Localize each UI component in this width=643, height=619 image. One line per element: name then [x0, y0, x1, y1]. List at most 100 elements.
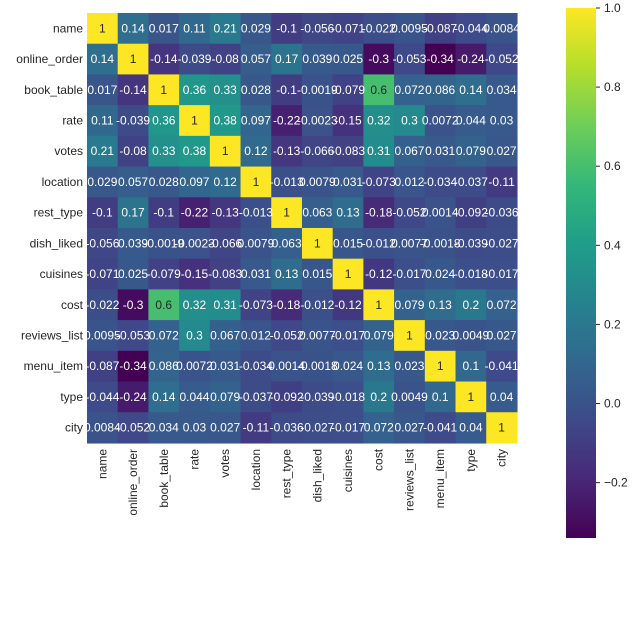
cell-annotation: 0.034: [149, 421, 179, 435]
heatmap-cell: [301, 105, 334, 137]
heatmap-cell: [486, 13, 518, 45]
y-tick-label: votes: [54, 144, 83, 158]
cell-annotation: -0.15: [181, 267, 209, 281]
heatmap-cell: [117, 166, 150, 198]
x-tick-label: online_order: [126, 449, 140, 516]
heatmap-cell: [424, 166, 457, 198]
cell-annotation: -0.079: [147, 267, 181, 281]
cell-annotation: -0.053: [392, 52, 426, 66]
cell-annotation: -0.14: [119, 83, 147, 97]
cell-annotation: -0.18: [273, 298, 301, 312]
cell-annotation: 0.14: [91, 52, 115, 66]
cell-annotation: -0.052: [116, 421, 150, 435]
heatmap-cell: [424, 350, 457, 383]
cell-annotation: 0.027: [210, 421, 240, 435]
cell-annotation: 0.17: [275, 52, 299, 66]
cell-annotation: -0.041: [485, 359, 519, 373]
y-tick-label: rest_type: [34, 206, 84, 220]
heatmap-cell: [394, 320, 426, 352]
cell-annotation: -0.083: [331, 144, 365, 158]
heatmap-cell: [301, 43, 334, 76]
cell-annotation: 1: [498, 421, 505, 435]
x-tick-label: city: [495, 449, 509, 467]
heatmap-cell: [455, 105, 487, 137]
cell-annotation: 0.086: [425, 83, 455, 97]
cell-annotation: -0.079: [331, 83, 365, 97]
cell-annotation: 0.04: [459, 421, 483, 435]
cell-annotation: 0.072: [149, 328, 179, 342]
heatmap-cell: [209, 412, 242, 444]
heatmap-cell: [394, 105, 426, 137]
cell-annotation: -0.034: [239, 359, 273, 373]
cell-annotation: 0.034: [487, 83, 517, 97]
cell-annotation: -0.3: [368, 52, 389, 66]
cell-annotation: -0.24: [119, 390, 147, 404]
x-tick-label: cost: [372, 448, 386, 471]
heatmap-cell: [486, 320, 518, 352]
cell-annotation: -0.0018: [420, 236, 461, 250]
heatmap-cell: [486, 43, 518, 76]
cell-annotation: 0.063: [302, 206, 332, 220]
colorbar-tick-label: 0.2: [604, 317, 621, 331]
cell-annotation: -0.12: [365, 267, 393, 281]
heatmap-cell: [332, 13, 364, 45]
cell-annotation: -0.034: [423, 175, 457, 189]
cell-annotation: 0.044: [456, 113, 486, 127]
heatmap-cell: [394, 258, 426, 290]
cell-annotation: 0.057: [241, 52, 271, 66]
cell-annotation: 0.0014: [422, 206, 459, 220]
heatmap-cell: [301, 412, 334, 444]
heatmap-cell: [179, 135, 211, 168]
heatmap-cell: [455, 74, 487, 106]
x-tick-label: book_table: [157, 449, 171, 508]
heatmap-cell: [148, 197, 180, 229]
heatmap-cell: [486, 381, 518, 413]
cell-annotation: -0.022: [362, 21, 396, 35]
cell-annotation: 0.13: [275, 267, 299, 281]
heatmap-cell: [394, 166, 426, 198]
heatmap-cell: [117, 227, 150, 260]
heatmap-cell: [271, 43, 303, 76]
heatmap-cell: [332, 350, 364, 383]
heatmap-cell: [424, 13, 457, 45]
cell-annotation: -0.039: [300, 390, 334, 404]
cell-annotation: 0.33: [152, 144, 176, 158]
heatmap-cell: [240, 105, 272, 137]
cell-annotation: -0.1: [276, 83, 297, 97]
cell-annotation: 0.079: [456, 144, 486, 158]
cell-annotation: 0.13: [336, 206, 360, 220]
cell-annotation: -0.039: [177, 52, 211, 66]
cell-annotation: 0.079: [394, 298, 424, 312]
heatmap-cell: [117, 381, 150, 413]
heatmap-cell: [363, 381, 395, 413]
heatmap-cell: [209, 197, 242, 229]
cell-annotation: 0.32: [367, 113, 391, 127]
cell-annotation: 1: [406, 328, 413, 342]
cell-annotation: -0.0019: [143, 236, 184, 250]
heatmap-cell: [455, 13, 487, 45]
cell-annotation: -0.052: [270, 328, 304, 342]
cell-annotation: 0.33: [214, 83, 238, 97]
heatmap-cell: [486, 258, 518, 290]
cell-annotation: 1: [437, 359, 444, 373]
cell-annotation: 0.0084: [483, 21, 520, 35]
cell-annotation: 0.32: [183, 298, 207, 312]
cell-annotation: 0.38: [214, 113, 238, 127]
heatmap-cell: [240, 74, 272, 106]
cell-annotation: 0.031: [241, 267, 271, 281]
cell-annotation: 0.13: [367, 359, 391, 373]
cell-annotation: -0.13: [273, 144, 301, 158]
heatmap-cell: [209, 166, 242, 198]
cell-annotation: -0.092: [270, 390, 304, 404]
cell-annotation: 0.0079: [299, 175, 336, 189]
cell-annotation: 0.067: [394, 144, 424, 158]
heatmap-cell: [394, 13, 426, 45]
cell-annotation: 0.039: [302, 52, 332, 66]
heatmap-cell: [424, 197, 457, 229]
heatmap-cell: [301, 381, 334, 413]
heatmap-cell: [87, 166, 119, 198]
cell-annotation: -0.08: [119, 144, 147, 158]
heatmap-cell: [332, 135, 364, 168]
heatmap-cell: [455, 320, 487, 352]
heatmap-cell: [179, 13, 211, 45]
